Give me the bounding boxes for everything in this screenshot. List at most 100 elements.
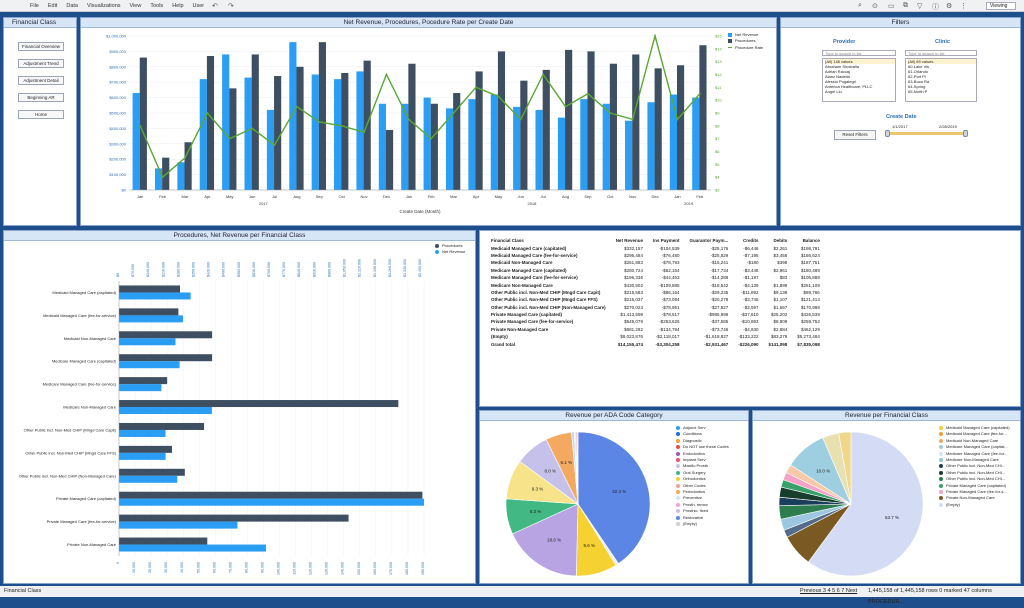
legend-item[interactable]: Preventive xyxy=(676,495,729,501)
list-item[interactable]: Adrian Raccaj xyxy=(825,69,850,74)
legend-item[interactable]: Private Managed Care (capitated) xyxy=(939,483,1010,489)
list-item[interactable]: (All) 65 values xyxy=(908,59,976,64)
zoom-icon[interactable]: ⊙ xyxy=(872,3,878,10)
list-item[interactable]: Angel Liu xyxy=(825,89,842,94)
financial-overview-button[interactable]: Financial Overview xyxy=(18,42,64,51)
legend-item[interactable]: Endodontics xyxy=(676,451,729,457)
adjustment-detail-button[interactable]: Adjustment Detail xyxy=(18,76,64,85)
table-row[interactable]: Medicaid Managed Care (capitated) $332,15… xyxy=(486,244,825,251)
legend-item[interactable]: Private Non-Managed Care xyxy=(939,495,1010,501)
home-button[interactable]: Home xyxy=(18,110,64,119)
ada-pie-chart[interactable]: 42.3 % 9.6 % 18.6 % 8.3 % 9.3 % 8.0 % 6.1 % xyxy=(480,421,680,583)
legend-item[interactable]: Do NOT use these Codes xyxy=(676,444,729,450)
legend-item[interactable]: Prosthic, fixed xyxy=(676,508,729,514)
date-slider-start-handle[interactable] xyxy=(885,130,890,137)
table-row[interactable]: Private Non-Managed Care $681,292 -$134,78… xyxy=(486,326,825,333)
pager[interactable]: Previous 3 4 5 6 7 Next xyxy=(800,588,858,594)
menu-data[interactable]: Data xyxy=(66,2,78,9)
legend-item[interactable]: Medicaid Non-Managed Care xyxy=(939,438,1010,444)
menu-tools[interactable]: Tools xyxy=(150,2,164,9)
list-item[interactable]: 62-Port Pi xyxy=(908,74,926,79)
clinic-search-input[interactable]: Type to search in list xyxy=(905,50,977,56)
legend-item[interactable]: (Empty) xyxy=(676,521,729,527)
legend-item[interactable]: Restorative xyxy=(676,515,729,521)
table-row[interactable]: Medicaid Non-Managed Care $261,883 -$78,79… xyxy=(486,259,825,266)
list-item[interactable]: 63-Boca Ra xyxy=(908,79,930,84)
menu-file[interactable]: File xyxy=(30,2,39,9)
legend-item[interactable]: Orthodontics xyxy=(676,476,729,482)
menu-user[interactable]: User xyxy=(192,2,205,9)
list-item[interactable]: 64-Spring xyxy=(908,84,926,89)
provider-list[interactable]: (All) 148 values Abraham Shokralla Adria… xyxy=(822,58,896,102)
date-slider-end-handle[interactable] xyxy=(963,130,968,137)
table-row[interactable]: Medicare Non-Managed Care $430,502 -$109,8… xyxy=(486,281,825,288)
undo-icon[interactable]: ↶ xyxy=(212,3,218,10)
date-range-slider[interactable] xyxy=(887,132,965,135)
hbar-chart[interactable]: 0 10,000 20,000 30,000 40,000 50,000 60,000 70,… xyxy=(4,241,475,583)
table-row[interactable]: Private Managed Care (fee-for-service) $5… xyxy=(486,318,825,325)
info-icon[interactable]: ⓘ xyxy=(932,4,939,11)
column-header[interactable]: Ins Payment xyxy=(652,238,680,244)
legend-item[interactable]: Other Public incl. Non-Med CHI... xyxy=(939,463,1010,469)
legend-item[interactable]: Other Codes xyxy=(676,483,729,489)
cross-table[interactable]: Financial Class Net Revenue Ins Payment Gua… xyxy=(486,237,825,348)
settings-icon[interactable]: ⚙ xyxy=(946,3,953,10)
legend-item[interactable]: Private Managed Care (fee-for-s... xyxy=(939,489,1010,495)
menu-edit[interactable]: Edit xyxy=(47,2,58,9)
legend-item[interactable]: Medicare Managed Care (capitat... xyxy=(939,444,1010,450)
column-header[interactable]: Balance xyxy=(802,238,820,244)
column-header[interactable]: Financial Class xyxy=(491,238,524,244)
table-row[interactable]: Grand total $14,155,474 -$3,304,258 -$2,931… xyxy=(486,340,825,347)
legend-item[interactable]: Medicaid Managed Care (capitated) xyxy=(939,425,1010,431)
bookmark-icon[interactable]: ⧉ xyxy=(903,2,908,9)
list-item[interactable]: Abraham Shokralla xyxy=(825,64,860,69)
legend-item[interactable]: Medicare Non-Managed Care xyxy=(939,457,1010,463)
revenue-chart[interactable]: $0 $100,000 $200,000 $300,000 $400,000 $500,0… xyxy=(81,28,776,225)
list-item[interactable]: 65-North P xyxy=(908,89,928,94)
adjustment-trend-button[interactable]: Adjustment Trend xyxy=(18,59,64,68)
legend-item[interactable]: Other Public incl. Non-Med CHI... xyxy=(939,470,1010,476)
column-header[interactable]: Debits xyxy=(773,238,788,244)
legend-item[interactable]: Conditions xyxy=(676,431,729,437)
legend-item[interactable]: Implant Serv xyxy=(676,457,729,463)
legend-item[interactable]: Medicare Managed Care (fee-for... xyxy=(939,451,1010,457)
list-item[interactable]: Alessio Pugalegri xyxy=(825,79,856,84)
legend-item[interactable]: Medicaid Managed Care (fee-for... xyxy=(939,431,1010,437)
menu-view[interactable]: View xyxy=(129,2,142,9)
table-row[interactable]: (Empty) $9,023,876 -$2,118,017 -$1,618,827 -… xyxy=(486,333,825,340)
viewing-dropdown[interactable]: Viewing xyxy=(986,2,1016,10)
more-icon[interactable]: ⋮ xyxy=(960,3,967,10)
fc-pie-chart[interactable]: 63.7 % 10.0 % xyxy=(753,421,943,583)
search-icon[interactable]: ⌕ xyxy=(858,2,862,9)
legend-item[interactable]: Prosth, remov xyxy=(676,502,729,508)
list-item[interactable]: Alanz Nadella xyxy=(825,74,850,79)
legend-item[interactable]: Adjunct Serv xyxy=(676,425,729,431)
column-header[interactable]: Guarantor Paym... xyxy=(689,238,729,244)
comment-icon[interactable]: ▭ xyxy=(888,3,895,10)
list-item[interactable]: 61-Orlando xyxy=(908,69,929,74)
column-header[interactable]: Credits xyxy=(743,238,759,244)
table-row[interactable]: Other Public incl. Non-Med CHIP (Mngd Ca… xyxy=(486,296,825,303)
menu-visualizations[interactable]: Visualizations xyxy=(86,2,121,9)
provider-search-input[interactable]: Type to search in list xyxy=(822,50,896,56)
legend-item[interactable]: Periodontics xyxy=(676,489,729,495)
table-row[interactable]: Medicare Managed Care (fee-for-service) $… xyxy=(486,274,825,281)
filter-icon[interactable]: ▽ xyxy=(917,3,923,10)
table-row[interactable]: Medicare Managed Care (capitated) $280,72… xyxy=(486,267,825,274)
legend-item[interactable]: Maxillo Prosth xyxy=(676,463,729,469)
table-row[interactable]: Private Managed Care (capitated) $1,413,5… xyxy=(486,311,825,318)
table-row[interactable]: Other Public incl. Non-Med CHIP (Mngd Ca… xyxy=(486,289,825,296)
clinic-list[interactable]: (All) 65 values 60-Lake Vis 61-Orlando 6… xyxy=(905,58,977,102)
table-row[interactable]: Other Public incl. Non-Med CHIP (Non-Man… xyxy=(486,304,825,311)
legend-item[interactable]: (Empty) xyxy=(939,502,1010,508)
list-item[interactable]: (All) 148 values xyxy=(825,59,895,64)
legend-item[interactable]: Diagnostic xyxy=(676,438,729,444)
reset-filters-button[interactable]: Reset Filters xyxy=(834,130,876,140)
redo-icon[interactable]: ↷ xyxy=(228,3,234,10)
menu-help[interactable]: Help xyxy=(172,2,184,9)
list-item[interactable]: 60-Lake Vis xyxy=(908,64,930,69)
column-header[interactable]: Net Revenue xyxy=(615,238,643,244)
legend-item[interactable]: Oral Surgery xyxy=(676,470,729,476)
beginning-ar-button[interactable]: Beginning AR xyxy=(18,93,64,102)
list-item[interactable]: America Healthcare, PLLC xyxy=(825,84,873,89)
